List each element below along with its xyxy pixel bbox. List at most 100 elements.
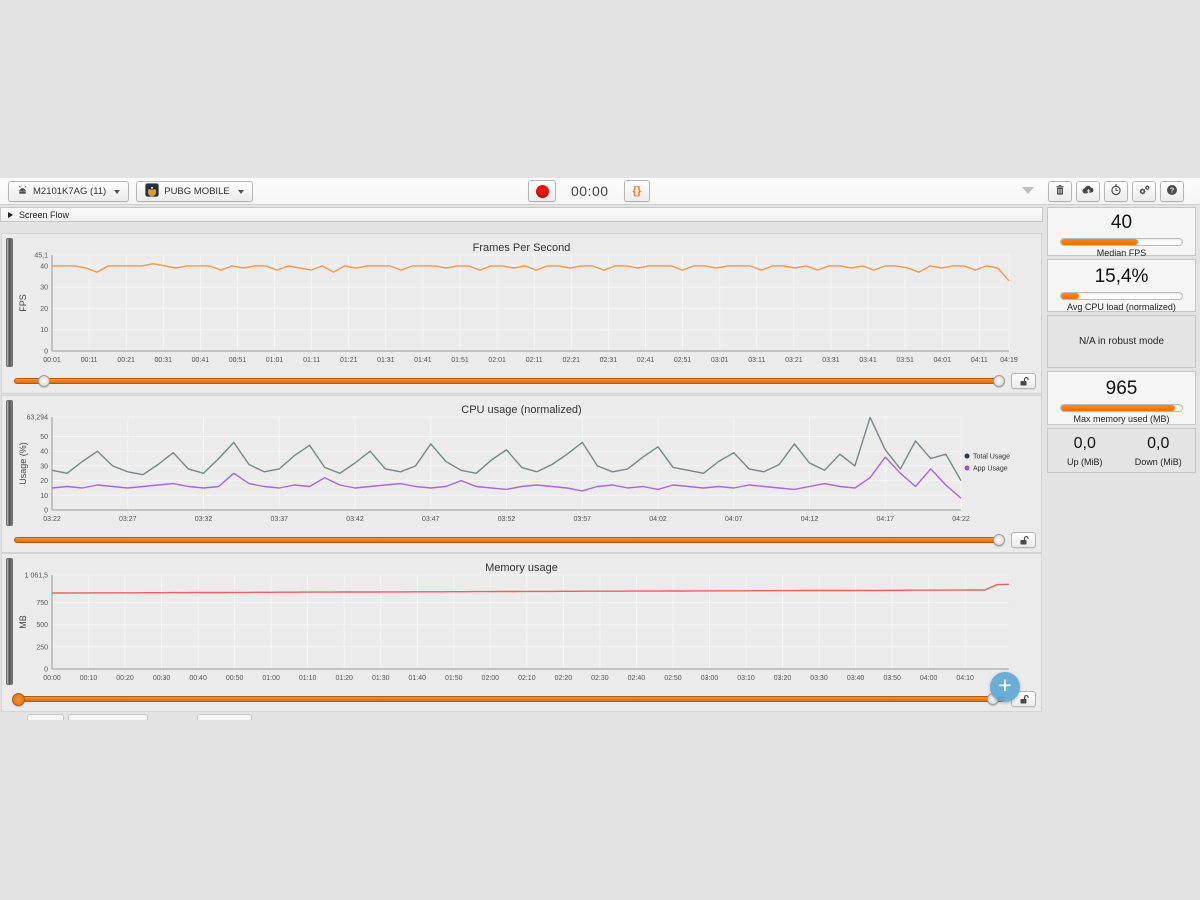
svg-text:01:30: 01:30 [372,675,390,682]
max-memory-label: Max memory used (MB) [1073,414,1170,424]
svg-text:02:41: 02:41 [637,357,655,364]
cloud-upload-button[interactable] [1076,181,1100,202]
fps-chart: 45,1 40 30 20 10 0 00:01 00:11 00:21 00:31 00:41 00… [16,248,1019,367]
cpu-lock-button[interactable] [1011,532,1036,548]
svg-text:01:20: 01:20 [335,675,353,682]
trash-icon [1054,184,1066,199]
cpu-vertical-slider[interactable] [6,400,13,526]
svg-text:Total Usage: Total Usage [973,454,1010,461]
cpu-slider-right-handle[interactable] [993,534,1005,546]
svg-text:30: 30 [40,285,48,292]
cpu-slider-track[interactable] [14,537,1005,543]
median-fps-card: 40 Median FPS [1047,207,1196,258]
gpu-message: N/A in robust mode [1078,336,1165,347]
fps-slider-right-handle[interactable] [993,375,1005,387]
help-button[interactable]: ? [1160,181,1184,202]
svg-text:00:41: 00:41 [192,357,210,364]
memory-time-slider[interactable] [12,693,1005,706]
cpu-time-slider[interactable] [14,534,1005,547]
svg-text:03:47: 03:47 [422,516,440,523]
fps-time-slider[interactable] [14,375,1005,388]
memory-slider-left-handle[interactable] [12,693,25,706]
svg-text:03:21: 03:21 [785,357,803,364]
android-icon [17,185,28,199]
toolbar: M2101K7AG (11) PUBG MOBILE 00:00 {} [0,178,1200,205]
svg-text:03:20: 03:20 [774,675,792,682]
svg-text:04:01: 04:01 [933,357,951,364]
memory-slider-track[interactable] [14,696,1005,702]
svg-text:00:40: 00:40 [189,675,207,682]
svg-text:40: 40 [40,263,48,270]
record-button[interactable] [528,180,556,202]
svg-text:01:50: 01:50 [445,675,463,682]
svg-text:00:30: 00:30 [153,675,171,682]
svg-text:03:42: 03:42 [346,516,364,523]
app-dropdown[interactable]: PUBG MOBILE [136,181,253,202]
history-button[interactable] [1104,181,1128,202]
svg-text:30: 30 [40,463,48,470]
network-card: 0,0 Up (MiB) 0,0 Down (MiB) [1047,428,1196,473]
svg-text:03:10: 03:10 [737,675,755,682]
svg-text:02:10: 02:10 [518,675,536,682]
svg-text:03:32: 03:32 [195,516,213,523]
chevron-down-icon [114,189,121,194]
svg-text:04:12: 04:12 [801,516,819,523]
unlock-icon [1020,376,1029,385]
svg-text:00:00: 00:00 [43,675,61,682]
zoom-in-button[interactable]: + [990,672,1020,702]
svg-text:10: 10 [40,327,48,334]
svg-text:0: 0 [44,508,48,515]
markers-button[interactable]: {} [623,180,651,202]
avg-cpu-progressbar [1060,292,1183,300]
pubg-app-icon [145,183,160,200]
svg-text:04:11: 04:11 [971,357,988,364]
settings-button[interactable] [1132,181,1156,202]
screen-flow-label: Screen Flow [19,209,70,220]
svg-text:01:11: 01:11 [303,357,320,364]
max-memory-progressbar [1060,404,1183,412]
median-fps-label: Median FPS [1096,248,1147,258]
svg-text:App Usage: App Usage [973,466,1008,473]
memory-vertical-slider[interactable] [6,558,13,685]
svg-text:03:30: 03:30 [810,675,828,682]
svg-text:04:00: 04:00 [920,675,938,682]
download-value: 0,0 [1147,435,1170,452]
screen-flow-header[interactable]: Screen Flow [0,207,1043,222]
cpu-chart-title: CPU usage (normalized) [461,404,582,416]
chevron-down-icon [237,189,244,194]
svg-text:500: 500 [36,622,48,629]
svg-text:01:31: 01:31 [377,357,395,364]
fps-slider-track[interactable] [14,378,1005,384]
fps-lock-button[interactable] [1011,373,1036,389]
cloud-upload-icon [1081,184,1095,199]
svg-text:00:50: 00:50 [226,675,244,682]
svg-text:02:30: 02:30 [591,675,609,682]
svg-text:02:21: 02:21 [563,357,581,364]
delete-button[interactable] [1048,181,1072,202]
braces-icon: {} [632,185,642,197]
avg-cpu-label: Avg CPU load (normalized) [1067,302,1176,312]
svg-text:02:31: 02:31 [600,357,618,364]
svg-text:10: 10 [40,493,48,500]
svg-text:03:41: 03:41 [859,357,877,364]
fps-chart-panel: Frames Per Second 45,1 40 30 20 10 0 00:01 00:1… [1,233,1042,394]
svg-text:01:01: 01:01 [266,357,284,364]
svg-text:04:02: 04:02 [649,516,667,523]
device-dropdown[interactable]: M2101K7AG (11) [8,181,130,202]
cpu-chart-panel: CPU usage (normalized) 63,294 50 40 30 20 10 0… [1,395,1042,553]
svg-text:MB: MB [18,615,28,629]
svg-text:04:19: 04:19 [1000,357,1018,364]
svg-text:02:40: 02:40 [628,675,646,682]
svg-text:02:50: 02:50 [664,675,682,682]
fps-slider-left-handle[interactable] [38,375,50,387]
upload-label: Up (MiB) [1067,457,1103,467]
svg-text:?: ? [1170,186,1175,195]
fps-vertical-slider[interactable] [6,238,13,367]
svg-text:250: 250 [36,644,48,651]
svg-text:750: 750 [36,600,48,607]
svg-text:01:21: 01:21 [340,357,358,364]
max-memory-card: 965 Max memory used (MB) [1047,371,1196,425]
app-dropdown-label: PUBG MOBILE [164,186,230,197]
svg-text:01:41: 01:41 [414,357,432,364]
